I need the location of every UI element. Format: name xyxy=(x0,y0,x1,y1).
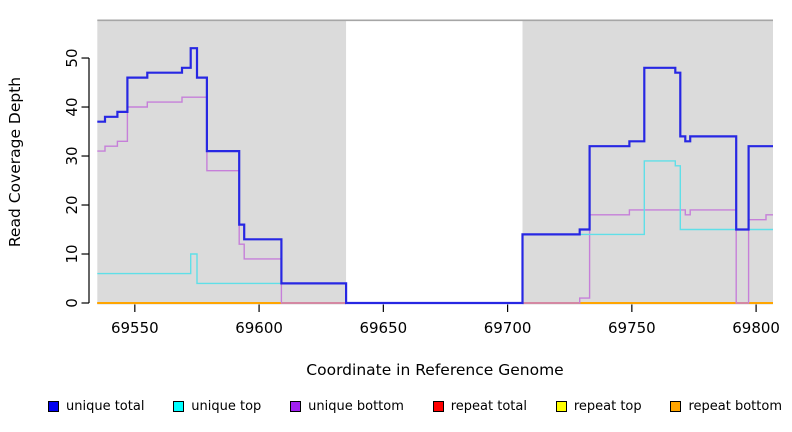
series-unique-total-line xyxy=(97,47,773,305)
plot-layers: 0 10 20 30 40 50 69550 69600 69650 69700 69750 6980… xyxy=(63,19,780,337)
x-axis-label: Coordinate in Reference Genome xyxy=(306,361,563,379)
legend-swatch-repeat-total xyxy=(432,401,444,412)
y-tick-label: 50 xyxy=(63,48,81,67)
legend-item-repeat-top: repeat top xyxy=(555,399,642,414)
legend-label: repeat top xyxy=(573,399,642,414)
x-tick-label: 69800 xyxy=(732,319,780,337)
y-tick-label: 40 xyxy=(63,97,81,116)
legend-label: unique top xyxy=(191,399,262,414)
legend-item-repeat-bottom: repeat bottom xyxy=(670,399,782,414)
legend-item-unique-total: unique total xyxy=(48,399,144,414)
legend-label: repeat bottom xyxy=(688,399,782,414)
y-tick-label: 10 xyxy=(63,244,81,263)
legend-swatch-unique-bottom xyxy=(290,401,302,412)
legend: unique total unique top unique bottom repea… xyxy=(0,399,792,414)
coverage-plot-svg: 0 10 20 30 40 50 69550 69600 69650 69700 69750 6980… xyxy=(6,19,780,379)
legend-swatch-repeat-bottom xyxy=(670,401,682,412)
x-tick-label: 69550 xyxy=(111,319,159,337)
x-tick-label: 69600 xyxy=(235,319,283,337)
legend-swatch-unique-total xyxy=(48,401,59,412)
y-tick-label: 30 xyxy=(63,146,81,165)
y-axis-label: Read Coverage Depth xyxy=(6,77,24,247)
legend-label: unique bottom xyxy=(308,399,404,414)
y-tick-label: 0 xyxy=(63,298,81,308)
legend-item-repeat-total: repeat total xyxy=(432,399,527,414)
legend-swatch-repeat-top xyxy=(555,401,567,412)
x-tick-label: 69750 xyxy=(608,319,656,337)
legend-label: unique total xyxy=(66,399,145,414)
x-tick-label: 69650 xyxy=(359,319,407,337)
legend-item-unique-top: unique top xyxy=(173,399,261,414)
y-tick-label: 20 xyxy=(63,195,81,214)
legend-label: repeat total xyxy=(450,399,527,414)
legend-swatch-unique-top xyxy=(173,401,185,412)
x-tick-label: 69700 xyxy=(484,319,532,337)
legend-item-unique-bottom: unique bottom xyxy=(290,399,404,414)
shaded-region xyxy=(97,20,347,305)
